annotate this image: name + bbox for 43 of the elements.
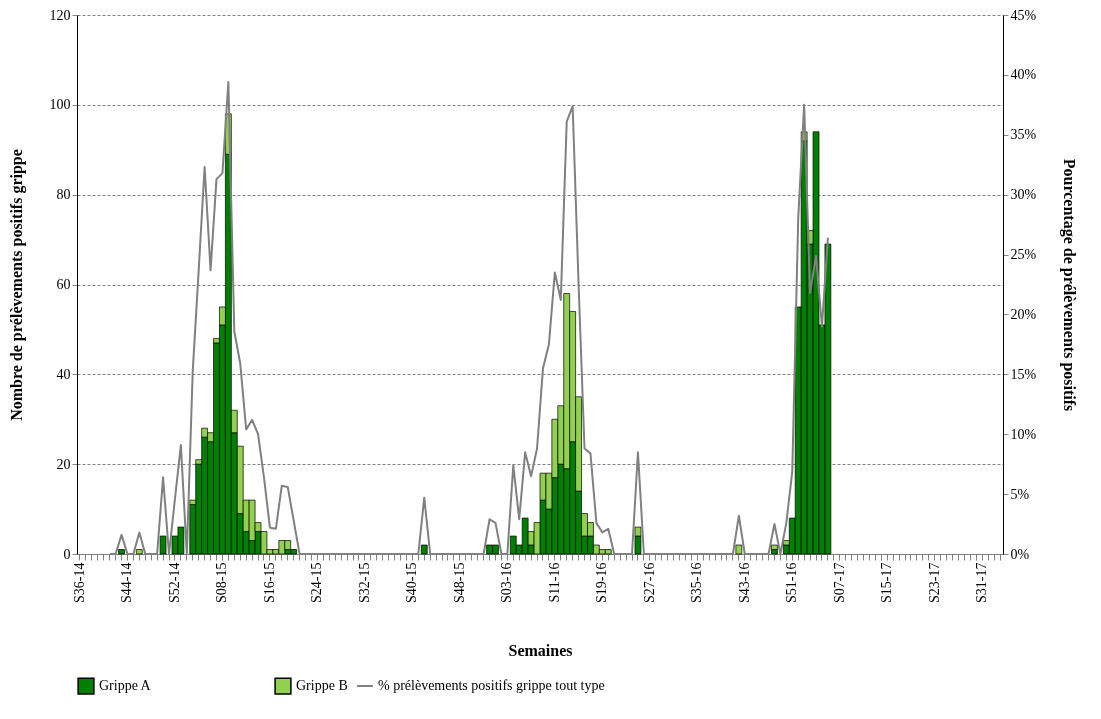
x-tick-label: S44-14 — [119, 562, 135, 603]
x-tick-label: S08-15 — [214, 562, 230, 603]
x-axis-title: Semaines — [508, 641, 573, 659]
y-tick-label: 100 — [49, 97, 71, 113]
x-tick-label: S36-14 — [71, 562, 87, 603]
y-tick-label: 0 — [63, 546, 71, 562]
y2-tick-label: 5% — [1010, 486, 1030, 502]
x-tick-label: S32-15 — [356, 562, 372, 603]
y-tick-label: 120 — [49, 7, 71, 23]
y-axis-title: Nombre de prélèvements positifs grippe — [7, 149, 26, 421]
x-tick-label: S48-15 — [451, 562, 467, 603]
y2-tick-label: 35% — [1010, 127, 1037, 143]
y2-tick-label: 10% — [1010, 426, 1037, 442]
x-tick-label: S19-16 — [594, 562, 610, 603]
y2-tick-label: 25% — [1010, 247, 1037, 263]
y-tick-label: 20 — [56, 456, 71, 472]
x-tick-label: S35-16 — [689, 562, 705, 603]
y2-tick-label: 0% — [1010, 546, 1030, 562]
legend-label: Grippe A — [99, 678, 152, 694]
x-tick-label: S03-16 — [499, 562, 515, 603]
x-tick-label: S11-16 — [546, 562, 562, 603]
x-tick-label: S40-15 — [404, 562, 420, 603]
y-tick-label: 80 — [56, 187, 71, 203]
y2-tick-label: 45% — [1010, 7, 1037, 23]
x-tick-label: S07-17 — [831, 562, 847, 603]
y-tick-label: 60 — [56, 277, 71, 292]
x-tick-label: S15-17 — [879, 562, 895, 603]
x-tick-label: S31-17 — [974, 562, 990, 603]
x-tick-label: S24-15 — [309, 562, 325, 603]
x-tick-label: S52-14 — [166, 562, 182, 603]
legend-label: Grippe B — [296, 678, 348, 694]
x-tick-label: S16-15 — [261, 562, 277, 603]
y2-tick-label: 20% — [1010, 306, 1037, 322]
x-tick-label: S27-16 — [641, 562, 657, 603]
y2-tick-label: 15% — [1010, 366, 1037, 382]
y2-tick-label: 30% — [1010, 187, 1037, 203]
x-tick-label: S23-17 — [926, 562, 942, 603]
legend-label: % prélèvements positifs grippe tout type — [378, 678, 605, 693]
y-tick-label: 40 — [56, 366, 71, 382]
y2-axis-title: Pourcentage de prélèvements positifs — [1060, 158, 1079, 412]
x-tick-label: S43-16 — [736, 562, 752, 603]
x-tick-label: S51-16 — [784, 562, 800, 603]
y2-tick-label: 40% — [1010, 67, 1037, 83]
